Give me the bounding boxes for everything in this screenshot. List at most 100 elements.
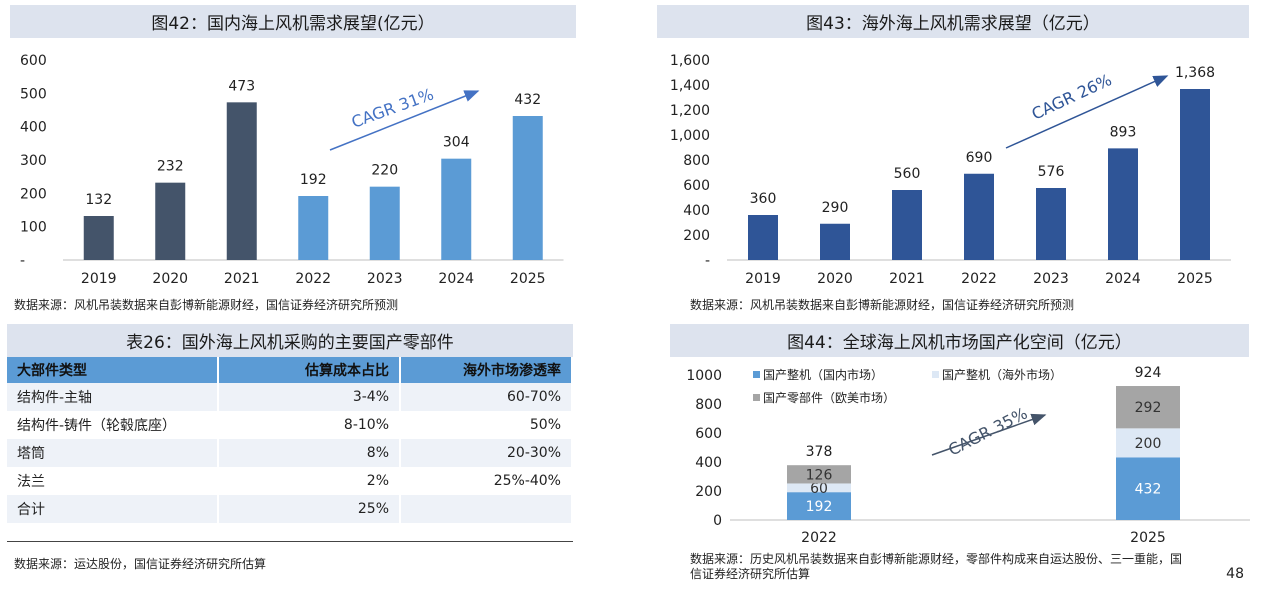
table-cell: 60-70% <box>400 383 573 411</box>
y-tick-label: 500 <box>20 86 47 102</box>
table-cell: 25% <box>218 495 401 523</box>
legend-label: 国产整机（海外市场） <box>942 367 1062 382</box>
legend-label: 国产零部件（欧美市场） <box>763 390 895 405</box>
y-tick-label: 100 <box>20 220 47 236</box>
y-tick-label: 0 <box>713 513 722 529</box>
y-tick-label: 1,400 <box>670 78 710 94</box>
segment-label: 292 <box>1135 400 1162 416</box>
table-row: 结构件-铸件（轮毂底座） 8-10% 50% <box>7 411 573 439</box>
table-cell: 3-4% <box>218 383 401 411</box>
x-tick-label: 2025 <box>510 271 546 287</box>
fig44-source-line1: 数据来源：历史风机吊装数据来自彭博新能源财经，零部件构成来自运达股份、三一重能，… <box>690 552 1183 566</box>
bar <box>748 215 778 260</box>
bar <box>83 216 114 260</box>
cagr-arrow <box>1005 75 1169 149</box>
data-label: 432 <box>514 92 541 108</box>
bar <box>1180 89 1210 260</box>
table-header: 海外市场渗透率 <box>400 357 573 383</box>
stacked-segment <box>1116 386 1180 429</box>
x-tick-label: 2021 <box>889 271 925 287</box>
stacked-segment <box>787 483 851 493</box>
data-label: 304 <box>443 135 470 151</box>
legend-swatch <box>753 371 760 378</box>
y-tick-label: 600 <box>20 53 47 69</box>
table-cell: 合计 <box>7 495 219 523</box>
segment-label: 432 <box>1135 482 1162 498</box>
table-header-row: 大部件类型 估算成本占比 海外市场渗透率 <box>7 357 573 383</box>
total-label: 924 <box>1135 365 1162 381</box>
table-bottom-rule <box>7 541 573 542</box>
x-tick-label: 2024 <box>438 271 474 287</box>
table-cell: 50% <box>400 411 573 439</box>
table26-title: 表26：国外海上风机采购的主要国产零部件 <box>7 324 573 357</box>
y-tick-label: - <box>20 253 25 269</box>
x-tick-label: 2022 <box>801 530 837 546</box>
fig44-source-line2: 信证券经济研究所估算 <box>690 567 811 581</box>
table-row: 法兰 2% 25%-40% <box>7 467 573 495</box>
bar <box>892 190 922 260</box>
cagr-annotation: CAGR 35% <box>945 404 1030 460</box>
y-tick-label: 800 <box>695 397 722 413</box>
x-tick-label: 2021 <box>224 271 260 287</box>
segment-label: 60 <box>810 481 828 497</box>
x-tick-label: 2020 <box>152 271 188 287</box>
data-label: 473 <box>228 78 255 94</box>
bar <box>155 182 186 260</box>
table-cell: 20-30% <box>400 439 573 467</box>
data-label: 290 <box>822 200 849 216</box>
total-label: 378 <box>806 444 833 460</box>
data-label: 132 <box>85 192 112 208</box>
bar <box>226 102 257 260</box>
parts-table: 大部件类型 估算成本占比 海外市场渗透率 结构件-主轴 3-4% 60-70% … <box>7 357 573 523</box>
legend-label: 国产整机（国内市场） <box>763 367 883 382</box>
bar <box>369 186 400 260</box>
y-tick-label: 600 <box>683 178 710 194</box>
data-label: 1,368 <box>1175 65 1215 81</box>
fig42-source: 数据来源：风机吊装数据来自彭博新能源财经，国信证券经济研究所预测 <box>14 298 399 312</box>
fig44-title: 图44：全球海上风机市场国产化空间（亿元） <box>670 324 1249 357</box>
y-tick-label: 200 <box>695 484 722 500</box>
fig43-title: 图43：海外海上风机需求展望（亿元） <box>657 5 1249 38</box>
segment-label: 192 <box>806 499 833 515</box>
y-tick-label: 1,000 <box>670 128 710 144</box>
table-cell: 结构件-铸件（轮毂底座） <box>7 411 219 439</box>
bar <box>820 223 850 260</box>
x-tick-label: 2025 <box>1130 530 1166 546</box>
y-tick-label: 1,600 <box>670 53 710 69</box>
x-tick-label: 2020 <box>817 271 853 287</box>
table26-source: 数据来源：运达股份，国信证券经济研究所估算 <box>14 557 267 571</box>
x-tick-label: 2025 <box>1177 271 1213 287</box>
legend-swatch <box>753 394 760 401</box>
bar <box>1108 148 1138 260</box>
x-tick-label: 2023 <box>1033 271 1069 287</box>
cagr-arrow <box>931 413 1047 456</box>
bar <box>298 196 329 260</box>
table-cell: 8% <box>218 439 401 467</box>
table-row: 塔筒 8% 20-30% <box>7 439 573 467</box>
x-tick-label: 2019 <box>81 271 117 287</box>
fig43-chart: - 200 400 600 800 1,000 1,200 1,400 1,600 360 2019… <box>670 53 1231 287</box>
fig42-title: 图42：国内海上风机需求展望(亿元） <box>10 5 576 38</box>
data-label: 576 <box>1038 164 1065 180</box>
cagr-arrow <box>329 90 480 151</box>
legend-swatch <box>932 371 939 378</box>
y-tick-label: 400 <box>695 455 722 471</box>
y-tick-label: 300 <box>20 153 47 169</box>
stacked-segment <box>787 465 851 484</box>
y-tick-label: 600 <box>695 426 722 442</box>
table-cell: 8-10% <box>218 411 401 439</box>
x-tick-label: 2019 <box>745 271 781 287</box>
table-cell <box>400 495 573 523</box>
table-cell: 2% <box>218 467 401 495</box>
table-cell: 25%-40% <box>400 467 573 495</box>
y-tick-label: 1000 <box>686 368 722 384</box>
page-number: 48 <box>1226 566 1244 582</box>
segment-label: 200 <box>1135 436 1162 452</box>
table-cell: 法兰 <box>7 467 219 495</box>
y-tick-label: 200 <box>20 186 47 202</box>
data-label: 560 <box>894 166 921 182</box>
x-tick-label: 2024 <box>1105 271 1141 287</box>
x-tick-label: 2022 <box>961 271 997 287</box>
y-tick-label: 400 <box>683 203 710 219</box>
